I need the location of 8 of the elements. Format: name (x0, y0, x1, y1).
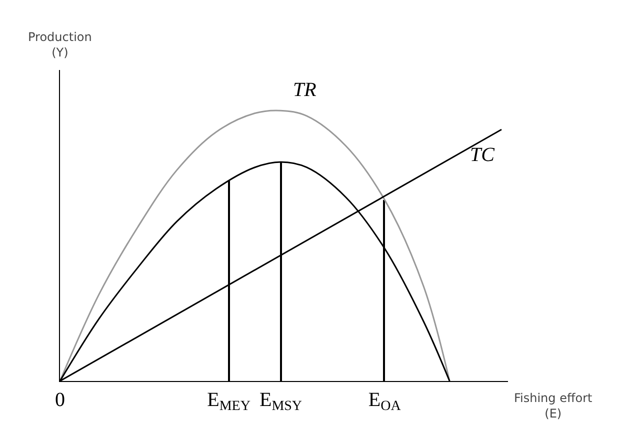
y-axis-title: Production (Y) (28, 30, 92, 60)
x-tick-label: E$_{OA}$ (368, 389, 402, 414)
x-axis-title: Fishing effort (E) (514, 391, 593, 421)
series-label: TR (293, 79, 316, 101)
x-tick-label: E$_{MSY}$ (259, 389, 302, 414)
x-tick-label: 0 (55, 389, 65, 411)
x-tick-label: E$_{MEY}$ (207, 389, 250, 414)
series-label: TC (470, 144, 496, 166)
